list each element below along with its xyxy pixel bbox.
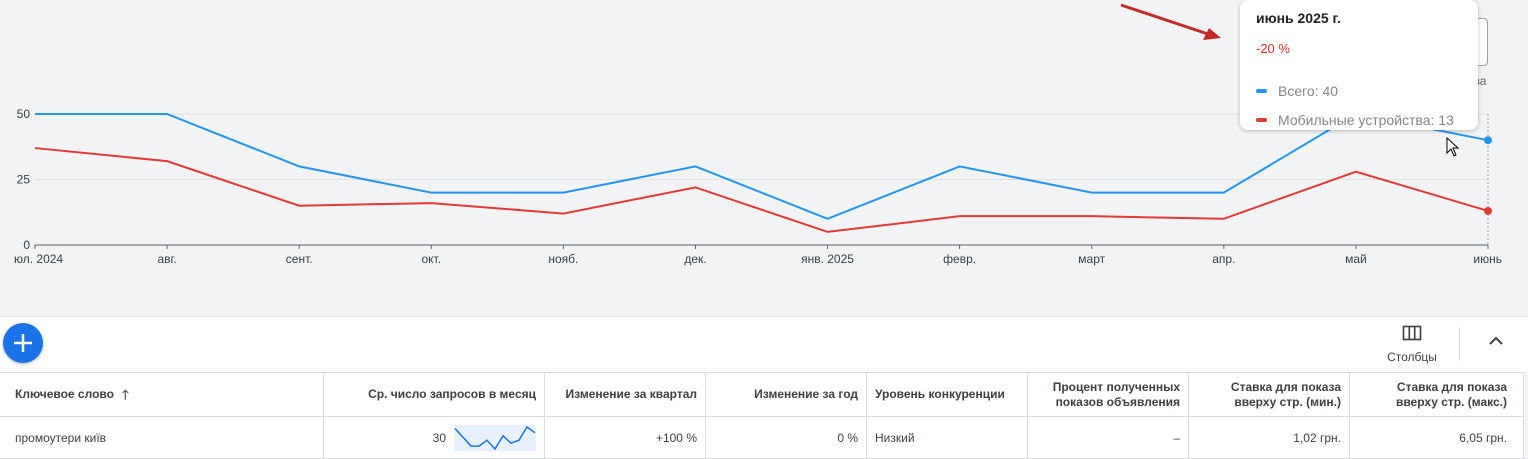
table-row[interactable]: промоутери київ 30 +100 % 0 % Низкий – 1…: [0, 417, 1524, 459]
header-quarter-change[interactable]: Изменение за квартал: [545, 373, 706, 416]
series-line-mobile: [34, 147, 1489, 233]
avg-searches-cell: 30: [324, 417, 545, 458]
quarter-change-cell: +100 %: [545, 417, 706, 458]
keyword-cell[interactable]: промоутери київ: [0, 417, 324, 458]
x-tick-label: юл. 2024: [14, 252, 63, 266]
x-tick-label: июнь: [1473, 252, 1502, 266]
x-tick-label: янв. 2025: [801, 252, 854, 266]
bid-low-cell: 1,02 грн.: [1189, 417, 1350, 458]
toolbar-divider: [1459, 327, 1460, 361]
annotation-arrow-icon: [1120, 3, 1221, 40]
highlight-point-mobile: [1484, 206, 1492, 215]
tooltip-row-mobile-label: Мобильные устройства: 13: [1278, 111, 1454, 128]
add-keyword-button[interactable]: [3, 323, 43, 363]
header-year-change[interactable]: Изменение за год: [706, 373, 867, 416]
chart-tooltip: июнь 2025 г. -20 % Всего: 40 Мобильные у…: [1240, 0, 1478, 130]
header-competition[interactable]: Уровень конкуренции: [867, 373, 1028, 416]
chevron-up-icon: [1489, 336, 1503, 345]
x-tick-label: март: [1078, 252, 1105, 266]
arrow-up-icon: 🡑: [121, 387, 129, 402]
header-impression-share[interactable]: Процент полученных показов объявления: [1028, 373, 1189, 416]
legend-swatch-mobile: [1256, 117, 1267, 122]
y-tick-label: 0: [23, 238, 30, 252]
table-header-row: Ключевое слово 🡑 Ср. число запросов в ме…: [0, 372, 1524, 417]
tooltip-row-total: Всего: 40: [1256, 76, 1462, 105]
impression-share-cell: –: [1028, 417, 1189, 458]
header-keyword[interactable]: Ключевое слово 🡑: [0, 373, 324, 416]
tooltip-row-mobile: Мобильные устройства: 13: [1256, 105, 1462, 134]
series-line-total: [35, 112, 1489, 220]
x-tick-label: нояб.: [548, 252, 578, 266]
header-avg-searches[interactable]: Ср. число запросов в месяц: [324, 373, 545, 416]
x-tick-label: май: [1345, 252, 1367, 266]
x-tick-label: апр.: [1212, 252, 1235, 266]
table-toolbar: Столбцы: [0, 316, 1528, 372]
x-tick-label: дек.: [684, 252, 706, 266]
header-bid-low[interactable]: Ставка для показа вверху стр. (мин.): [1189, 373, 1350, 416]
x-tick-label: окт.: [421, 252, 441, 266]
avg-searches-value: 30: [432, 430, 446, 445]
highlight-point-total: [1484, 136, 1492, 145]
sparkline-path: [454, 425, 536, 450]
legend-swatch-total: [1256, 88, 1267, 93]
tooltip-title: июнь 2025 г.: [1256, 10, 1341, 26]
mouse-cursor-icon: [1446, 137, 1460, 157]
year-change-cell: 0 %: [706, 417, 867, 458]
y-tick-label: 50: [17, 107, 31, 121]
trend-chart: 0 25 50 юл. 2024 авг. сент. окт. нояб. дек. янв. …: [14, 0, 1502, 266]
bid-high-cell: 6,05 грн.: [1350, 417, 1524, 458]
trend-sparkline: [454, 424, 536, 451]
tooltip-change: -20 %: [1256, 41, 1290, 56]
plus-icon: [14, 334, 32, 352]
columns-icon: [1402, 325, 1422, 341]
columns-button[interactable]: Столбцы: [1380, 325, 1444, 369]
header-keyword-label: Ключевое слово: [15, 387, 114, 401]
tooltip-row-total-label: Всего: 40: [1278, 82, 1339, 99]
x-tick-label: сент.: [286, 252, 313, 266]
line-chart: 0 25 50 юл. 2024 авг. сент. окт. нояб. дек. янв. …: [14, 107, 1502, 266]
collapse-chart-button[interactable]: [1480, 331, 1512, 359]
x-tick-label: февр.: [943, 252, 976, 266]
keywords-table: Ключевое слово 🡑 Ср. число запросов в ме…: [0, 372, 1524, 459]
y-tick-label: 25: [17, 173, 31, 187]
header-bid-high[interactable]: Ставка для показа вверху стр. (макс.): [1350, 373, 1524, 416]
x-tick-label: авг.: [157, 252, 176, 266]
columns-label: Столбцы: [1387, 350, 1437, 364]
competition-cell: Низкий: [867, 417, 1028, 458]
